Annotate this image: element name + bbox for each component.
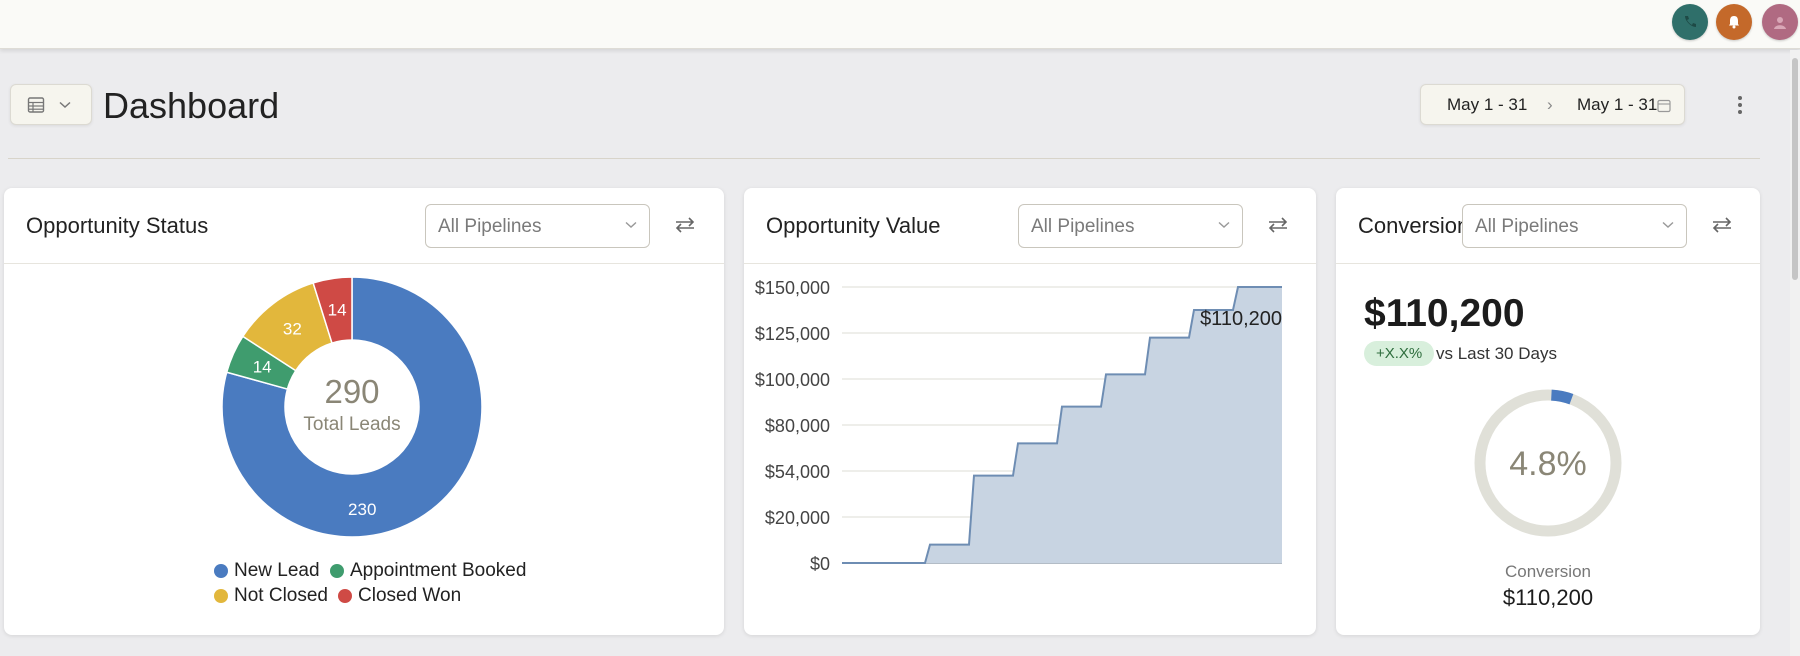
legend-label: Appointment Booked xyxy=(350,560,527,581)
donut-total-value: 290 xyxy=(324,373,379,410)
chevron-down-icon xyxy=(1218,221,1230,228)
pipeline-select[interactable]: All Pipelines xyxy=(1018,204,1243,248)
value-area-chart: $0 $20,000 $54,000 $80,000 $100,000 $125,000 $… xyxy=(755,278,1282,574)
donut-data-label: 14 xyxy=(253,358,272,377)
status-donut-chart: 230 14 32 14 290 Total Leads xyxy=(221,276,483,538)
delta-text: vs Last 30 Days xyxy=(1436,344,1557,363)
donut-slice-new-lead[interactable] xyxy=(221,276,483,538)
legend-item-appointment-booked: Appointment Booked xyxy=(330,560,526,582)
date-to[interactable]: May 1 - 31 xyxy=(1577,95,1658,114)
conversion-footer-value: $110,200 xyxy=(1502,585,1594,610)
legend-dot xyxy=(330,564,344,578)
calendar-icon[interactable] xyxy=(1657,98,1671,113)
y-tick-label: $100,000 xyxy=(755,370,830,390)
conversion-footer-label: Conversion xyxy=(1505,562,1591,581)
header-divider xyxy=(8,158,1760,159)
conversion-ring-gauge: 4.8% xyxy=(1474,389,1622,537)
card-header: Opportunity Status All Pipelines xyxy=(4,188,724,264)
bell-glyph xyxy=(1729,16,1739,29)
gauge-track xyxy=(1474,389,1622,537)
y-tick-label: $20,000 xyxy=(765,508,830,528)
donut-total-label: Total Leads xyxy=(303,414,400,435)
card-header: Conversion All Pipelines xyxy=(1336,188,1760,264)
page-title: Dashboard xyxy=(103,85,280,126)
pipeline-select[interactable]: All Pipelines xyxy=(1462,204,1687,248)
pipeline-select-value: All Pipelines xyxy=(1475,216,1579,237)
pipeline-select-value: All Pipelines xyxy=(438,216,542,237)
swap-icon[interactable] xyxy=(674,216,696,234)
page-scrollbar[interactable] xyxy=(1790,50,1800,656)
view-toggle-button[interactable] xyxy=(10,84,92,125)
donut-data-label: 14 xyxy=(328,301,347,320)
legend-label: Not Closed xyxy=(234,585,328,606)
gauge-label: 4.8% xyxy=(1509,445,1587,483)
legend-item-closed-won: Closed Won xyxy=(338,585,461,607)
legend-label: New Lead xyxy=(234,560,320,581)
legend-dot xyxy=(214,564,228,578)
card-title: Conversion xyxy=(1358,213,1470,238)
card-header: Opportunity Value All Pipelines xyxy=(744,188,1316,264)
legend-dot xyxy=(214,589,228,603)
pipeline-select[interactable]: All Pipelines xyxy=(425,204,650,248)
chevron-down-icon xyxy=(625,221,637,228)
card-title: Opportunity Status xyxy=(26,213,209,238)
chevron-right-icon: › xyxy=(1547,95,1553,114)
conversion-big-value: $110,200 xyxy=(1364,292,1525,335)
phone-glyph xyxy=(1685,16,1696,27)
opportunity-status-card: Opportunity Status All Pipelines 230 14 32… xyxy=(4,188,724,635)
chevron-down-icon xyxy=(1662,221,1674,228)
delta-badge: +X.X% xyxy=(1364,341,1435,366)
bell-icon[interactable] xyxy=(1716,4,1752,40)
table-icon xyxy=(27,96,45,113)
pipeline-select-value: All Pipelines xyxy=(1031,216,1135,237)
avatar-glyph xyxy=(1774,17,1786,29)
legend-dot xyxy=(338,589,352,603)
conversion-card: Conversion All Pipelines $110,200 +X.X% … xyxy=(1336,188,1760,635)
swap-icon[interactable] xyxy=(1267,216,1289,234)
legend-item-new-lead: New Lead xyxy=(214,560,320,582)
donut-slice-closed-won[interactable] xyxy=(312,276,353,344)
top-bar xyxy=(0,0,1800,49)
legend-item-not-closed: Not Closed xyxy=(214,585,328,607)
y-tick-label: $150,000 xyxy=(755,278,830,298)
y-tick-label: $0 xyxy=(810,554,830,574)
y-tick-label: $54,000 xyxy=(765,462,830,482)
opportunity-value-card: Opportunity Value All Pipelines $0 $20,00… xyxy=(744,188,1316,635)
swap-icon[interactable] xyxy=(1711,216,1733,234)
date-from[interactable]: May 1 - 31 xyxy=(1447,95,1528,114)
donut-data-label: 230 xyxy=(348,500,376,519)
scrollbar-thumb[interactable] xyxy=(1792,58,1798,280)
more-options-icon[interactable] xyxy=(1730,90,1750,120)
y-tick-label: $125,000 xyxy=(755,324,830,344)
area-fill xyxy=(842,287,1282,563)
area-line xyxy=(842,286,1282,564)
legend-label: Closed Won xyxy=(358,585,462,606)
date-range-picker[interactable]: May 1 - 31 › May 1 - 31 xyxy=(1420,84,1685,125)
y-tick-label: $80,000 xyxy=(765,416,830,436)
chevron-down-icon xyxy=(59,101,71,108)
card-title: Opportunity Value xyxy=(766,213,941,238)
avatar[interactable] xyxy=(1762,4,1798,40)
donut-data-label: 32 xyxy=(283,320,302,339)
peak-value-label: $110,200 xyxy=(1200,308,1282,330)
gauge-value-arc xyxy=(1550,389,1574,405)
phone-icon[interactable] xyxy=(1672,4,1708,40)
